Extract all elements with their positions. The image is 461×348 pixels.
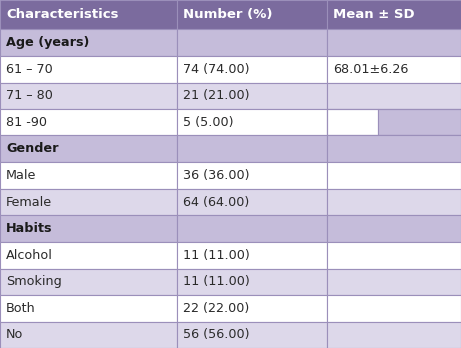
Text: 81 -90: 81 -90 [6,116,47,129]
Text: 11 (11.00): 11 (11.00) [183,275,250,288]
Text: Gender: Gender [6,142,59,155]
Bar [177,269,327,295]
Bar [327,242,461,269]
Bar [327,295,461,322]
Bar [0,56,177,82]
Bar [177,29,327,56]
Bar [327,163,461,189]
Text: 71 – 80: 71 – 80 [6,89,53,102]
Text: 36 (36.00): 36 (36.00) [183,169,250,182]
Text: 21 (21.00): 21 (21.00) [183,89,250,102]
Bar [327,269,461,295]
Text: 56 (56.00): 56 (56.00) [183,328,250,341]
Bar [327,189,461,215]
Bar [327,322,461,348]
Text: 11 (11.00): 11 (11.00) [183,249,250,262]
Bar [177,295,327,322]
Bar [177,163,327,189]
Text: Alcohol: Alcohol [6,249,53,262]
Text: 61 – 70: 61 – 70 [6,63,53,76]
Text: Mean ± SD: Mean ± SD [333,8,415,21]
Bar [177,242,327,269]
Text: 74 (74.00): 74 (74.00) [183,63,250,76]
Text: Characteristics: Characteristics [6,8,118,21]
Bar [0,0,177,29]
Text: Smoking: Smoking [6,275,62,288]
Bar [0,215,177,242]
Bar [378,109,461,135]
Text: Number (%): Number (%) [183,8,273,21]
Bar [0,295,177,322]
Text: 5 (5.00): 5 (5.00) [183,116,234,129]
Text: 68.01±6.26: 68.01±6.26 [333,63,409,76]
Bar [177,215,327,242]
Text: 64 (64.00): 64 (64.00) [183,196,250,208]
Bar [0,82,177,109]
Bar [0,269,177,295]
Bar [0,189,177,215]
Bar [327,82,461,109]
Bar [177,109,327,135]
Bar [177,56,327,82]
Bar [327,0,461,29]
Bar [177,82,327,109]
Bar [177,0,327,29]
Bar [0,242,177,269]
Bar [0,109,177,135]
Bar [0,135,177,163]
Bar [0,29,177,56]
Text: Age (years): Age (years) [6,36,89,49]
Bar [0,322,177,348]
Bar [177,189,327,215]
Text: No: No [6,328,24,341]
Bar [0,163,177,189]
Text: Both: Both [6,302,36,315]
Bar [177,135,327,163]
Text: Habits: Habits [6,222,53,235]
Bar [327,135,461,163]
Text: Male: Male [6,169,36,182]
Bar [327,29,461,56]
Bar [327,109,378,135]
Bar [327,215,461,242]
Bar [177,322,327,348]
Bar [327,109,461,135]
Bar [327,56,461,82]
Text: 22 (22.00): 22 (22.00) [183,302,250,315]
Text: Female: Female [6,196,52,208]
